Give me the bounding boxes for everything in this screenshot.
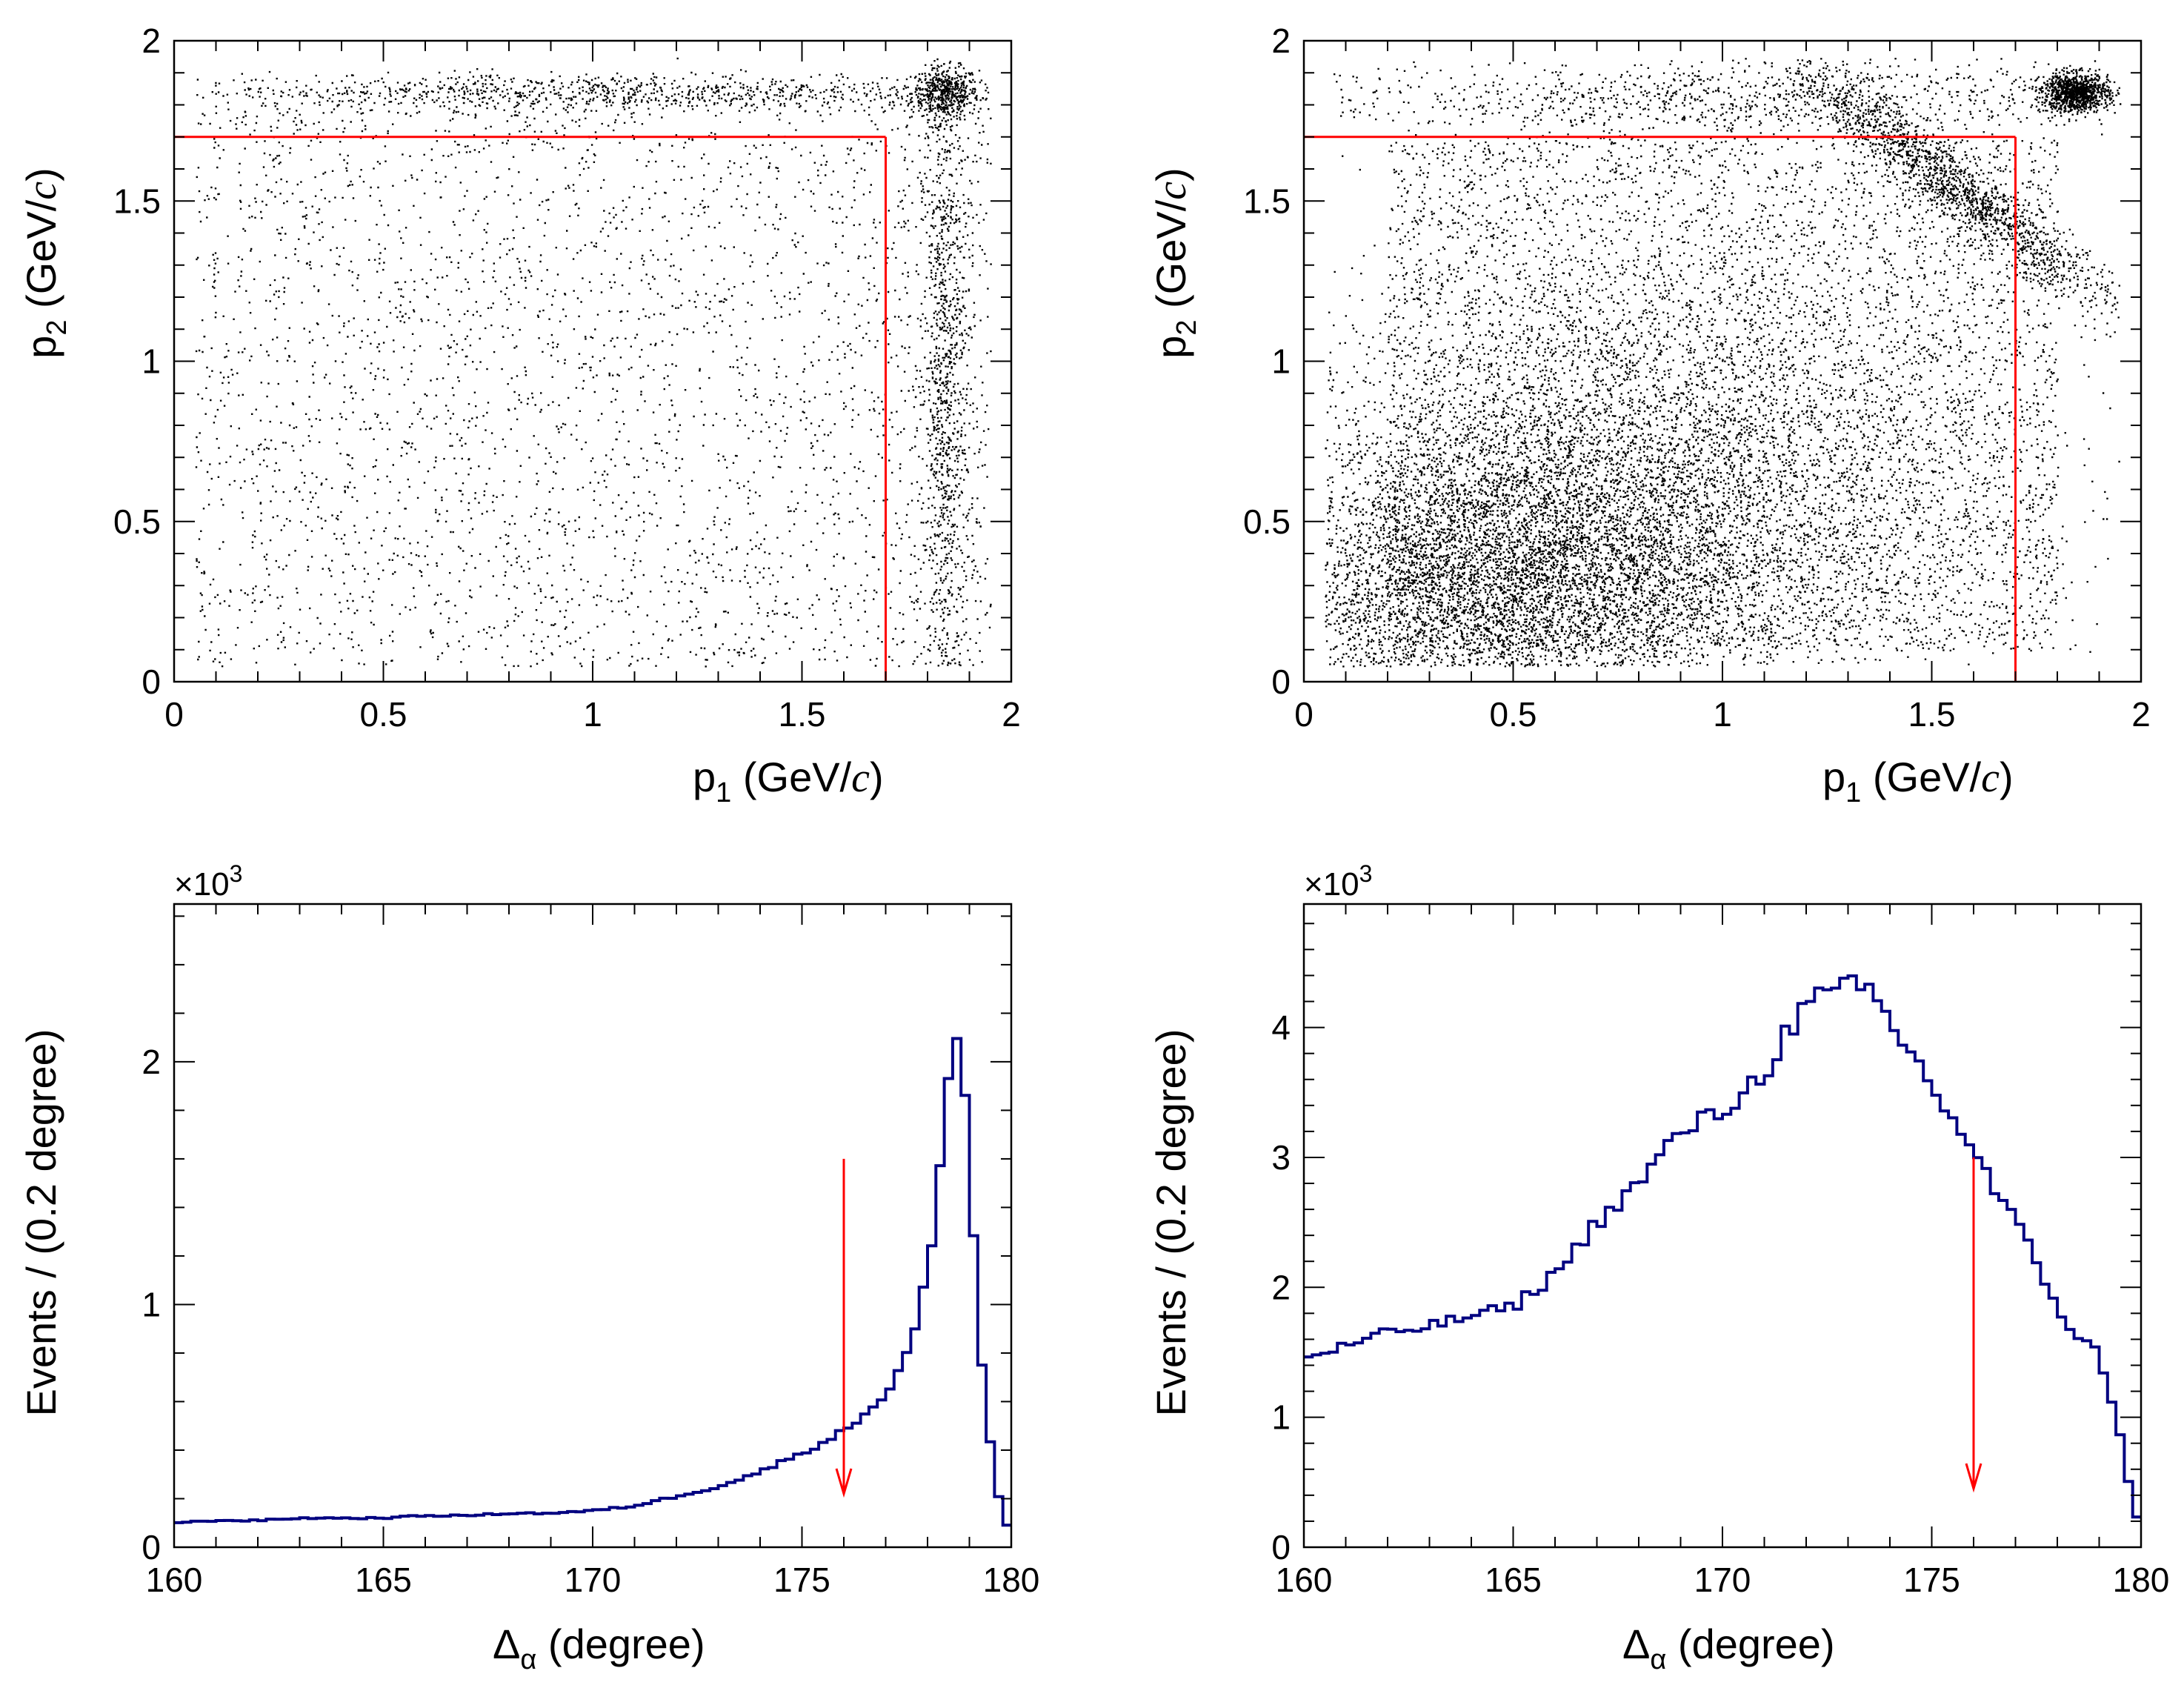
- x-tick-label: 175: [1903, 1561, 1960, 1599]
- y-axis-title: p2 (GeV/c): [1148, 167, 1202, 359]
- y-axis-unit: (GeV/: [1148, 199, 1194, 319]
- x-axis-title: p1 (GeV/c): [1822, 754, 2014, 808]
- x-axis-unit-c: c: [1981, 755, 2000, 801]
- x-tick-label: 1.5: [1908, 695, 1956, 734]
- x-tick-label: 1.5: [779, 695, 826, 734]
- cut-arrow-head: [835, 1468, 853, 1498]
- plot-frame: [173, 903, 1013, 1549]
- y-multiplier-base: ×10: [174, 866, 230, 903]
- y-multiplier-base: ×10: [1304, 866, 1359, 903]
- y-multiplier-exp: 3: [230, 860, 243, 887]
- x-tick-label: 0: [1294, 695, 1314, 734]
- x-tick-label: 2: [2131, 695, 2151, 734]
- y-tick-label: 1.5: [1243, 182, 1291, 220]
- x-tick-label: 2: [1002, 695, 1021, 734]
- y-tick-label: 1: [1271, 342, 1291, 381]
- y-multiplier: ×103: [1304, 860, 1372, 903]
- x-tick-label: 165: [1485, 1561, 1542, 1599]
- y-multiplier: ×103: [174, 860, 242, 903]
- y-axis-unit-c: c: [19, 182, 65, 200]
- y-axis-title: Events / (0.2 degree): [1148, 1029, 1194, 1417]
- y-tick-label: 0: [142, 1528, 161, 1566]
- y-axis-var: p: [18, 336, 64, 359]
- y-axis-unit-c: c: [1149, 182, 1195, 200]
- x-axis-title: Δα (degree): [1622, 1621, 1835, 1675]
- y-tick-label: 3: [1271, 1138, 1291, 1177]
- y-tick-label: 2: [142, 1043, 161, 1081]
- x-axis-unit-c: c: [851, 755, 870, 801]
- x-axis-rest: (degree): [536, 1621, 705, 1667]
- x-axis-sub: α: [1650, 1644, 1666, 1675]
- x-tick-label: 180: [983, 1561, 1040, 1599]
- scatter-points: [1325, 58, 2122, 668]
- y-axis-sub: 2: [1171, 320, 1202, 336]
- x-axis-var: p: [1822, 754, 1845, 800]
- x-axis-var: Δ: [1622, 1621, 1650, 1667]
- x-tick-label: 1: [1713, 695, 1732, 734]
- y-tick-label: 1: [142, 1285, 161, 1323]
- x-tick-label: 165: [355, 1561, 412, 1599]
- x-axis-sub: 1: [716, 777, 731, 808]
- x-axis-rest: (degree): [1666, 1621, 1834, 1667]
- x-tick-label: 1: [583, 695, 602, 734]
- x-axis-unit: (GeV/: [731, 754, 851, 800]
- scatter-points: [195, 57, 992, 668]
- x-tick-label: 160: [1276, 1561, 1333, 1599]
- x-axis-sub: α: [520, 1644, 536, 1675]
- panel-bottom-left: 160 165 170 175 180 0 1 2 Δα (degree) Events / (0…: [18, 860, 1039, 1675]
- x-tick-label: 170: [565, 1561, 622, 1599]
- y-axis-unit-close: ): [18, 167, 64, 182]
- x-tick-label: 0: [164, 695, 184, 734]
- x-axis-title: p1 (GeV/c): [693, 754, 884, 808]
- x-axis-unit-close: ): [2000, 754, 2014, 800]
- y-tick-label: 0: [142, 662, 161, 701]
- x-tick-label: 175: [773, 1561, 830, 1599]
- panel-bottom-right: 160 165 170 175 180 0 1 2 3 4 Δα (degree) Events / …: [1148, 860, 2169, 1675]
- x-tick-label: 160: [146, 1561, 203, 1599]
- cut-arrow-head: [1965, 1463, 1982, 1493]
- y-axis-sub: 2: [41, 320, 73, 336]
- y-tick-label: 2: [1271, 1268, 1291, 1306]
- x-tick-label: 170: [1694, 1561, 1751, 1599]
- y-axis-var: p: [1148, 336, 1194, 359]
- y-tick-label: 1.5: [113, 182, 161, 220]
- y-axis-unit: (GeV/: [18, 199, 64, 319]
- x-axis-unit: (GeV/: [1861, 754, 1981, 800]
- y-tick-label: 0.5: [113, 502, 161, 541]
- x-axis-unit-close: ): [870, 754, 884, 800]
- x-tick-label: 180: [2113, 1561, 2170, 1599]
- y-axis-title: p2 (GeV/c): [18, 167, 73, 359]
- x-axis-title: Δα (degree): [493, 1621, 705, 1675]
- x-tick-label: 0.5: [1490, 695, 1537, 734]
- y-multiplier-exp: 3: [1359, 860, 1373, 887]
- y-tick-label: 4: [1271, 1009, 1291, 1047]
- histogram-series: [174, 1037, 1011, 1527]
- y-axis-unit-close: ): [1148, 167, 1194, 182]
- y-tick-label: 1: [1271, 1398, 1291, 1437]
- x-axis-sub: 1: [1845, 777, 1861, 808]
- y-tick-label: 0.5: [1243, 502, 1291, 541]
- y-tick-label: 2: [142, 21, 161, 60]
- y-tick-label: 0: [1271, 1528, 1291, 1566]
- y-tick-label: 1: [142, 342, 161, 381]
- x-axis-var: p: [693, 754, 716, 800]
- x-axis-var: Δ: [493, 1621, 520, 1667]
- histogram-series: [1304, 974, 2141, 1519]
- y-axis-title: Events / (0.2 degree): [18, 1029, 64, 1417]
- x-tick-label: 0.5: [360, 695, 407, 734]
- y-tick-label: 0: [1271, 662, 1291, 701]
- y-tick-label: 2: [1271, 21, 1291, 60]
